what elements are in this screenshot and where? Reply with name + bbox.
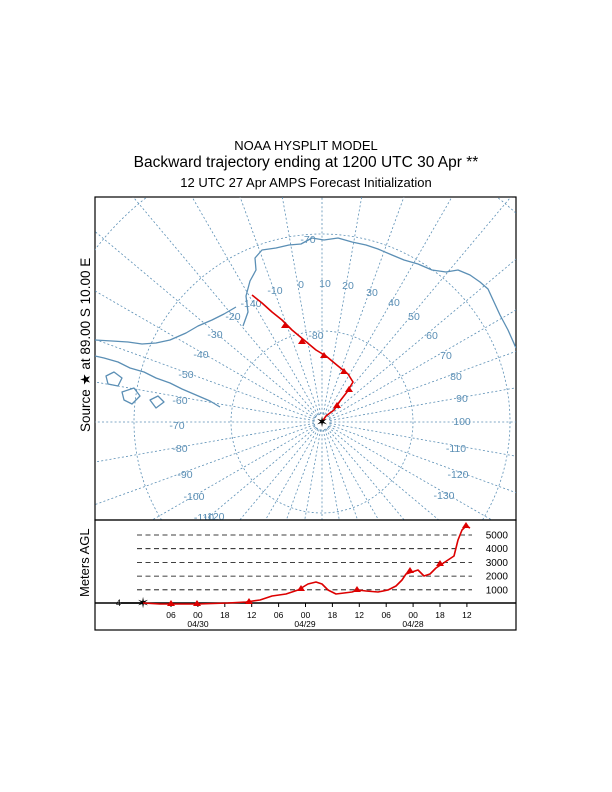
height-level-label: 2000 bbox=[486, 572, 509, 583]
grid-label: -100 bbox=[183, 491, 204, 503]
grid-label: -120 bbox=[447, 469, 468, 481]
meridian-line bbox=[204, 426, 317, 520]
time-tick-label: 00 bbox=[408, 610, 418, 620]
antarctic-coastline bbox=[242, 237, 516, 349]
grid-label: -130 bbox=[433, 490, 454, 502]
left-marker: 4 bbox=[116, 598, 121, 608]
meridian-line bbox=[329, 424, 516, 494]
grid-label: -60 bbox=[172, 395, 187, 407]
grid-label: -20 bbox=[225, 311, 240, 323]
time-tick-label: 18 bbox=[328, 610, 338, 620]
meridian-line bbox=[325, 197, 453, 416]
meridian-line bbox=[95, 338, 315, 420]
meridian-line bbox=[325, 428, 380, 520]
time-tick-label: 12 bbox=[462, 610, 472, 620]
model-title: NOAA HYSPLIT MODEL bbox=[234, 138, 378, 153]
height-level-label: 1000 bbox=[486, 585, 509, 596]
meridian-line bbox=[281, 197, 322, 415]
meridian-line bbox=[324, 197, 405, 415]
trajectory-marker bbox=[298, 338, 306, 344]
grid-label: 20 bbox=[342, 280, 354, 292]
grid-label: -110 bbox=[446, 443, 466, 455]
ross-ice-shelf-coast bbox=[95, 355, 221, 408]
meridian-line bbox=[95, 290, 316, 419]
meridian-line bbox=[264, 428, 319, 520]
time-tick-label: 12 bbox=[355, 610, 365, 620]
trajectory-marker bbox=[320, 352, 328, 358]
meridian-line bbox=[329, 387, 516, 422]
grid-label: -40 bbox=[193, 349, 208, 361]
meridian-line bbox=[329, 350, 516, 420]
height-levels: 5000 4000 3000 2000 1000 bbox=[137, 531, 509, 596]
meridian-line bbox=[95, 424, 315, 506]
map-area: -10 0 10 2030405060708090100-110-120-130-14… bbox=[95, 197, 516, 524]
height-level-label: 4000 bbox=[486, 544, 509, 555]
island-coast-3 bbox=[149, 395, 165, 409]
time-tick-label: 00 bbox=[301, 610, 311, 620]
trajectory-marker bbox=[333, 402, 341, 408]
grid-label: 100 bbox=[453, 416, 471, 428]
grid-label: -30 bbox=[207, 329, 222, 341]
meridian-line bbox=[95, 381, 315, 422]
height-level-label: 5000 bbox=[486, 531, 509, 542]
trajectory-title: Backward trajectory ending at 1200 UTC 3… bbox=[133, 154, 479, 171]
grid-label: -90 bbox=[177, 469, 192, 481]
time-tick-label: 06 bbox=[274, 610, 284, 620]
meridian-line bbox=[322, 197, 363, 415]
time-tick-label: 18 bbox=[435, 610, 445, 620]
date-label: 04/29 bbox=[294, 619, 316, 629]
grid-label: -140 bbox=[240, 298, 261, 310]
height-axis-label: Meters AGL bbox=[77, 528, 92, 597]
trajectory-marker bbox=[281, 322, 289, 328]
grid-label: -70 bbox=[169, 420, 184, 432]
time-tick-label: 06 bbox=[166, 610, 176, 620]
time-tick-label: 12 bbox=[247, 610, 257, 620]
grid-label: 90 bbox=[456, 393, 468, 405]
grid-label: -50 bbox=[178, 369, 193, 381]
source-star-icon: ✶ bbox=[316, 414, 329, 431]
island-coast-1 bbox=[105, 371, 123, 387]
meridian-line bbox=[304, 429, 322, 520]
island-coast-2 bbox=[121, 387, 141, 405]
meridian-line bbox=[95, 422, 315, 463]
grid-label: 70 bbox=[440, 350, 452, 362]
date-label: 04/30 bbox=[187, 619, 209, 629]
latitude-label: -80 bbox=[308, 330, 323, 342]
source-label: Source ★ at 89.00 S 10.00 E bbox=[78, 258, 93, 432]
meridian-line bbox=[328, 425, 493, 520]
grid-labels: -10 0 10 2030405060708090100-110-120-130-14… bbox=[169, 234, 471, 524]
time-tick-label: 06 bbox=[381, 610, 391, 620]
meridian-line bbox=[329, 422, 516, 457]
grid-label: 50 bbox=[408, 311, 420, 323]
time-tick-label: 18 bbox=[220, 610, 230, 620]
grid-label: -110 bbox=[194, 512, 214, 524]
grid-label: 80 bbox=[450, 371, 462, 383]
height-panel-frame bbox=[94, 519, 517, 631]
grid-label: 40 bbox=[388, 297, 400, 309]
time-axis: 06 00 18 12 06 00 18 12 06 00 18 12 04/30 04/29 04/28 bbox=[166, 603, 472, 629]
meridian-line bbox=[327, 426, 440, 520]
grid-label: 60 bbox=[426, 330, 438, 342]
map-trajectory bbox=[251, 294, 354, 423]
meridian-line bbox=[328, 309, 516, 419]
time-tick-label: 00 bbox=[193, 610, 203, 620]
grid-label: -80 bbox=[172, 443, 187, 455]
trajectory-marker bbox=[345, 386, 353, 392]
grid-label: 0 bbox=[298, 279, 304, 291]
date-label: 04/28 bbox=[402, 619, 424, 629]
height-trajectory bbox=[142, 522, 471, 606]
grid-label: -120 bbox=[203, 511, 224, 523]
grid-label: -10 bbox=[267, 285, 282, 297]
grid-label: 10 bbox=[319, 278, 331, 290]
height-level-label: 3000 bbox=[486, 558, 509, 569]
peninsula-coast-north bbox=[95, 306, 237, 345]
trajectory-marker bbox=[340, 368, 348, 374]
initialization-subtitle: 12 UTC 27 Apr AMPS Forecast Initializati… bbox=[180, 175, 432, 190]
meridian-line bbox=[151, 425, 316, 520]
grid-label: 30 bbox=[366, 287, 378, 299]
grid-label: -70 bbox=[300, 234, 315, 246]
